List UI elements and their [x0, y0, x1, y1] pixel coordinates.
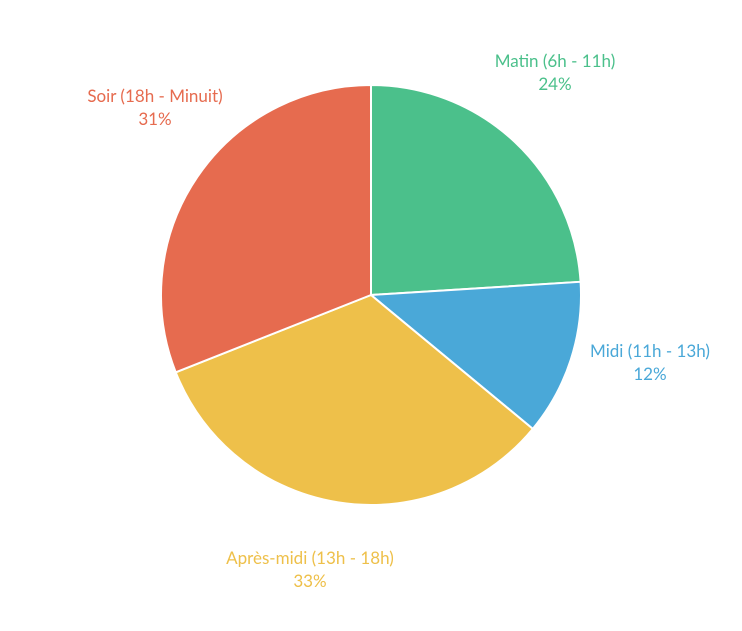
- pie-label-name: Matin (6h - 11h): [445, 50, 665, 73]
- pie-chart: Matin (6h - 11h)24% Midi (11h - 13h)12% Ap…: [0, 0, 742, 627]
- pie-label-pct: 31%: [45, 108, 265, 131]
- pie-label-pct: 24%: [445, 73, 665, 96]
- pie-label-name: Après-midi (13h - 18h): [200, 547, 420, 570]
- pie-label-pct: 33%: [200, 570, 420, 593]
- pie-slice-matin: [371, 85, 581, 295]
- pie-label-soir: Soir (18h - Minuit)31%: [45, 85, 265, 131]
- pie-label-pct: 12%: [540, 363, 742, 386]
- pie-label-midi: Midi (11h - 13h)12%: [540, 340, 742, 386]
- pie-label-name: Midi (11h - 13h): [540, 340, 742, 363]
- pie-label-name: Soir (18h - Minuit): [45, 85, 265, 108]
- pie-label-apres-midi: Après-midi (13h - 18h)33%: [200, 547, 420, 593]
- pie-label-matin: Matin (6h - 11h)24%: [445, 50, 665, 96]
